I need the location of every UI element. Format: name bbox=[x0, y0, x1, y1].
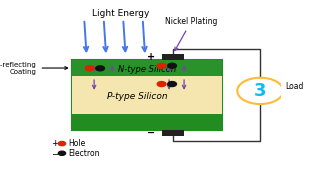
Text: N-type Silicon: N-type Silicon bbox=[118, 65, 176, 74]
Circle shape bbox=[168, 63, 177, 68]
Bar bbox=[72, 60, 222, 130]
Circle shape bbox=[85, 66, 94, 71]
Bar bbox=[72, 76, 222, 114]
Circle shape bbox=[58, 151, 66, 155]
Text: 3: 3 bbox=[254, 82, 266, 100]
Text: +: + bbox=[51, 139, 59, 148]
Text: Anti-reflecting
Coating: Anti-reflecting Coating bbox=[0, 62, 68, 75]
Bar bbox=[162, 54, 184, 60]
Circle shape bbox=[58, 141, 66, 146]
Bar bbox=[72, 114, 222, 130]
Text: Electron: Electron bbox=[68, 149, 100, 158]
Text: −: − bbox=[51, 149, 59, 158]
Text: Load: Load bbox=[286, 82, 304, 91]
Bar bbox=[72, 60, 222, 76]
Circle shape bbox=[157, 63, 166, 68]
Circle shape bbox=[237, 78, 283, 104]
Circle shape bbox=[168, 82, 177, 87]
Text: Light Energy: Light Energy bbox=[92, 9, 149, 18]
Text: P-type Silicon: P-type Silicon bbox=[107, 92, 168, 101]
Text: Nickel Plating: Nickel Plating bbox=[165, 17, 217, 51]
Text: +: + bbox=[148, 52, 156, 62]
Bar bbox=[162, 130, 184, 136]
Text: Hole: Hole bbox=[68, 139, 85, 148]
Circle shape bbox=[96, 66, 105, 71]
Text: −: − bbox=[148, 128, 156, 138]
Circle shape bbox=[157, 82, 166, 87]
